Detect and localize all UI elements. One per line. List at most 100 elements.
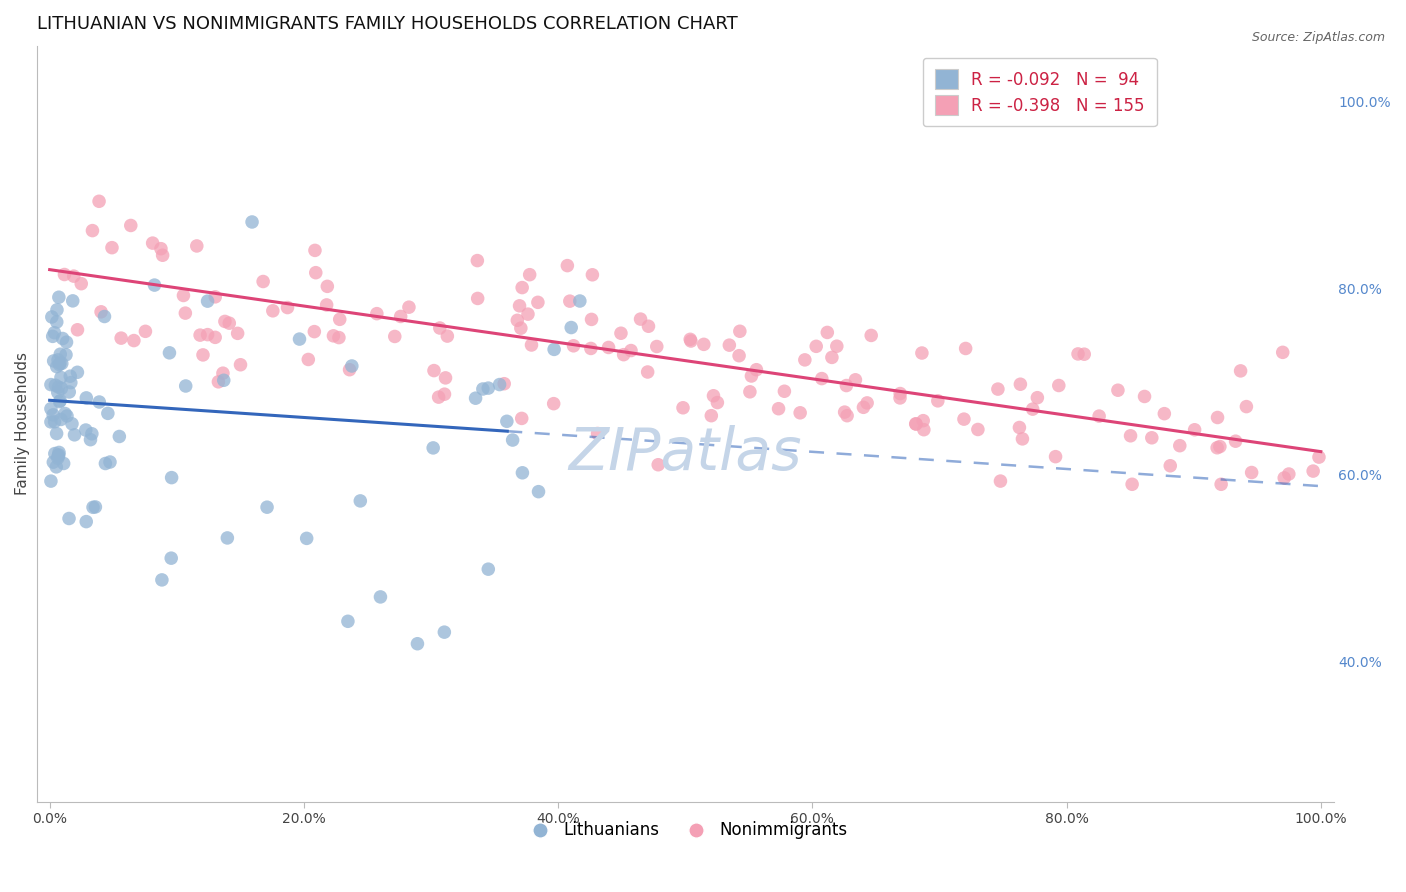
Point: [510, 411, 533, 425]
Text: Source: ZipAtlas.com: Source: ZipAtlas.com: [1251, 31, 1385, 45]
Point: [44, 378, 66, 392]
Point: [740, 369, 762, 384]
Point: [39, 474, 62, 488]
Point: [1073, 347, 1095, 361]
Point: [568, 293, 591, 308]
Point: [835, 409, 858, 423]
Point: [1206, 441, 1229, 455]
Point: [422, 441, 444, 455]
Point: [152, 248, 174, 262]
Point: [434, 371, 457, 385]
Point: [1278, 467, 1301, 481]
Point: [229, 358, 252, 372]
Point: [543, 397, 565, 411]
Point: [860, 328, 883, 343]
Point: [1045, 450, 1067, 464]
Point: [66, 323, 89, 337]
Point: [509, 321, 531, 335]
Point: [160, 470, 183, 484]
Point: [406, 637, 429, 651]
Point: [620, 343, 643, 358]
Point: [97, 406, 120, 420]
Point: [745, 362, 768, 376]
Point: [89, 395, 111, 409]
Point: [810, 371, 832, 385]
Point: [1225, 434, 1247, 449]
Point: [693, 337, 716, 351]
Point: [467, 292, 489, 306]
Point: [527, 484, 550, 499]
Point: [527, 295, 550, 310]
Point: [1133, 389, 1156, 403]
Point: [48, 380, 70, 394]
Point: [197, 294, 219, 309]
Point: [581, 312, 603, 326]
Point: [679, 334, 702, 348]
Point: [1008, 420, 1031, 434]
Point: [1026, 391, 1049, 405]
Point: [1168, 439, 1191, 453]
Point: [1140, 431, 1163, 445]
Point: [423, 363, 446, 377]
Point: [82, 224, 104, 238]
Point: [821, 351, 844, 365]
Point: [647, 458, 669, 472]
Point: [990, 474, 1012, 488]
Point: [58, 511, 80, 525]
Point: [44, 326, 66, 340]
Point: [806, 339, 828, 353]
Point: [98, 455, 121, 469]
Point: [218, 316, 240, 330]
Point: [42, 408, 65, 422]
Point: [79, 433, 101, 447]
Point: [174, 379, 197, 393]
Point: [496, 414, 519, 428]
Point: [436, 329, 458, 343]
Point: [52, 331, 75, 345]
Point: [46, 449, 69, 463]
Point: [562, 339, 585, 353]
Point: [150, 573, 173, 587]
Point: [1088, 409, 1111, 423]
Point: [904, 417, 927, 431]
Point: [637, 365, 659, 379]
Point: [160, 551, 183, 566]
Point: [502, 433, 524, 447]
Point: [398, 300, 420, 314]
Point: [134, 324, 156, 338]
Point: [188, 328, 211, 343]
Point: [517, 307, 540, 321]
Point: [120, 219, 142, 233]
Point: [1240, 466, 1263, 480]
Point: [49, 370, 72, 384]
Point: [316, 279, 339, 293]
Point: [159, 346, 181, 360]
Point: [905, 417, 928, 431]
Point: [204, 330, 226, 344]
Point: [718, 338, 741, 352]
Point: [1271, 345, 1294, 359]
Point: [212, 373, 235, 387]
Point: [41, 310, 63, 324]
Point: [1211, 477, 1233, 491]
Point: [637, 319, 659, 334]
Point: [45, 459, 67, 474]
Point: [49, 347, 72, 361]
Point: [630, 312, 652, 326]
Point: [191, 348, 214, 362]
Point: [825, 339, 848, 353]
Point: [1209, 440, 1232, 454]
Text: LITHUANIAN VS NONIMMIGRANTS FAMILY HOUSEHOLDS CORRELATION CHART: LITHUANIAN VS NONIMMIGRANTS FAMILY HOUSE…: [37, 15, 738, 33]
Point: [44, 415, 66, 429]
Point: [48, 358, 70, 372]
Point: [295, 532, 318, 546]
Point: [1067, 347, 1090, 361]
Point: [45, 359, 67, 374]
Point: [645, 339, 668, 353]
Point: [586, 426, 609, 441]
Point: [464, 391, 486, 405]
Point: [598, 341, 620, 355]
Point: [90, 305, 112, 319]
Point: [214, 314, 236, 328]
Point: [706, 395, 728, 409]
